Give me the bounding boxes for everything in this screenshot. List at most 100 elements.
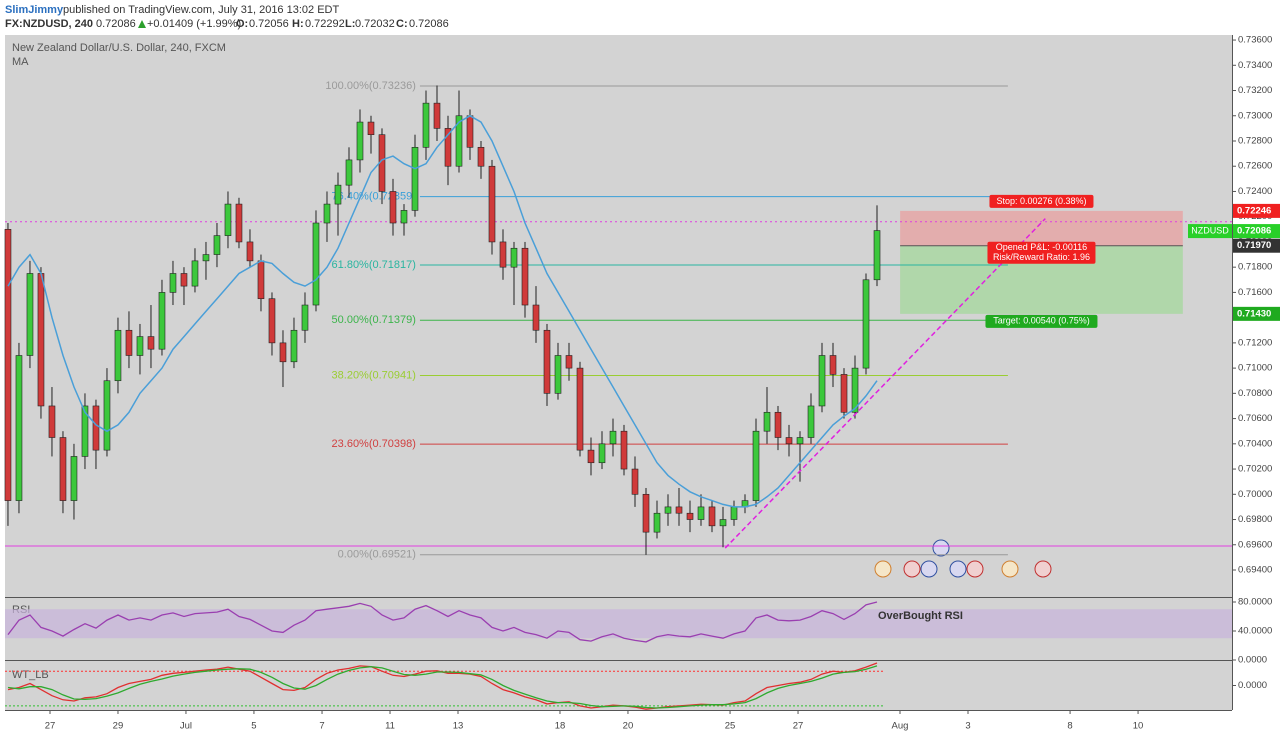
candle-body (576, 367, 584, 451)
y-tick-label: 0.72400 (1238, 186, 1272, 197)
ohlc-key: C: (396, 18, 408, 30)
candle-body (785, 437, 793, 445)
candle-body (488, 165, 496, 243)
candle-body (59, 437, 67, 501)
x-tick-label: Aug (892, 721, 909, 732)
candle-body (807, 405, 815, 438)
event-icon (874, 560, 892, 578)
candle-body (246, 241, 254, 262)
candle-body (477, 146, 485, 167)
candle-body (708, 506, 716, 527)
y-tick-label: 0.0000 (1238, 680, 1267, 691)
candle-body (763, 411, 771, 432)
candle-body (686, 512, 694, 520)
candle-body (202, 254, 210, 262)
x-tick-label: 13 (453, 721, 464, 732)
fib-label: 50.00%(0.71379) (332, 314, 416, 326)
legend-entry: MA (12, 56, 29, 68)
candle-body (147, 336, 155, 350)
candle-body (422, 102, 430, 148)
candle-body (290, 329, 298, 363)
last-price: 0.72086 (96, 18, 136, 30)
y-tick-label: 0.69400 (1238, 565, 1272, 576)
candle-body (620, 430, 628, 470)
annotation: OverBought RSI (878, 610, 963, 622)
candle-body (169, 273, 177, 293)
candle-body (400, 210, 408, 224)
y-tick-label: 0.71800 (1238, 262, 1272, 273)
x-tick-label: 11 (385, 721, 395, 732)
candle-body (191, 260, 199, 287)
event-icon (966, 560, 984, 578)
candle-body (774, 411, 782, 438)
candle-body (818, 355, 826, 407)
candle-body (180, 273, 188, 287)
candle-body (323, 203, 331, 224)
candle-body (81, 405, 89, 457)
candle-body (455, 115, 463, 167)
y-tick-label: 0.72800 (1238, 136, 1272, 147)
candle-body (389, 191, 397, 224)
symbol: FX:NZDUSD, 240 (5, 18, 93, 30)
candle-body (345, 159, 353, 186)
y-tick-label: 0.72600 (1238, 161, 1272, 172)
y-tick-label: 0.70200 (1238, 464, 1272, 475)
y-tick-label: 0.70000 (1238, 489, 1272, 500)
candle-body (675, 506, 683, 514)
y-tick-label: 0.71600 (1238, 287, 1272, 298)
x-tick-label: Jul (180, 721, 192, 732)
candle-body (224, 203, 232, 236)
symbol-tag-label: NZDUSD (1191, 225, 1229, 235)
candle-body (752, 430, 760, 501)
candle-body (851, 367, 859, 413)
x-tick-label: 3 (965, 721, 970, 732)
candle-body (730, 506, 738, 520)
fib-label: 76.40%(0.72359) (332, 191, 416, 203)
candle-body (301, 304, 309, 331)
trendline (724, 218, 1046, 549)
candle-body (279, 342, 287, 363)
y-tick-label: 0.0000 (1238, 655, 1267, 666)
candle-body (37, 273, 45, 407)
candle-body (411, 146, 419, 211)
y-tick-label: 0.70600 (1238, 413, 1272, 424)
indicator-line (7, 665, 878, 709)
author[interactable]: SlimJimmy (5, 4, 64, 16)
candle-body (26, 273, 34, 356)
candle-body (499, 241, 507, 268)
ohlc-value: 0.72086 (409, 18, 449, 30)
candle-body (862, 279, 870, 369)
y-tick-label: 0.70400 (1238, 438, 1272, 449)
candle-body (48, 405, 56, 438)
x-tick-label: 5 (251, 721, 256, 732)
candle-body (334, 184, 342, 205)
x-tick-label: 27 (793, 721, 804, 732)
target-label-box (985, 314, 1098, 328)
pnl-label: Opened P&L: -0.00116 (996, 242, 1087, 252)
fib-label: 0.00%(0.69521) (338, 549, 416, 561)
stop-label: Stop: 0.00276 (0.38%) (996, 196, 1086, 206)
candle-body (268, 298, 276, 344)
ohlc-value: 0.72292 (305, 18, 345, 30)
up-arrow (138, 20, 146, 28)
candle-body (598, 443, 606, 464)
x-tick-label: 20 (623, 721, 634, 732)
y-tick-label: 0.73200 (1238, 85, 1272, 96)
y-tick-label: 0.73400 (1238, 60, 1272, 71)
candle-body (631, 468, 639, 495)
price-tag-label: 0.72086 (1237, 226, 1271, 237)
candle-body (840, 374, 848, 413)
candle-body (521, 247, 529, 306)
candle-body (92, 405, 100, 451)
ratio-label: Risk/Reward Ratio: 1.96 (993, 252, 1090, 262)
stop-zone (900, 210, 1183, 246)
candle-body (433, 102, 441, 129)
price-tag (1233, 238, 1280, 253)
y-tick-label: 0.73000 (1238, 110, 1272, 121)
candle-body (829, 355, 837, 375)
y-tick-label: 0.71000 (1238, 363, 1272, 374)
price-tag (1233, 224, 1280, 239)
chart-title: New Zealand Dollar/U.S. Dollar, 240, FXC… (12, 42, 226, 54)
candle-body (4, 229, 12, 501)
panel-title: WT_LB (12, 669, 49, 681)
